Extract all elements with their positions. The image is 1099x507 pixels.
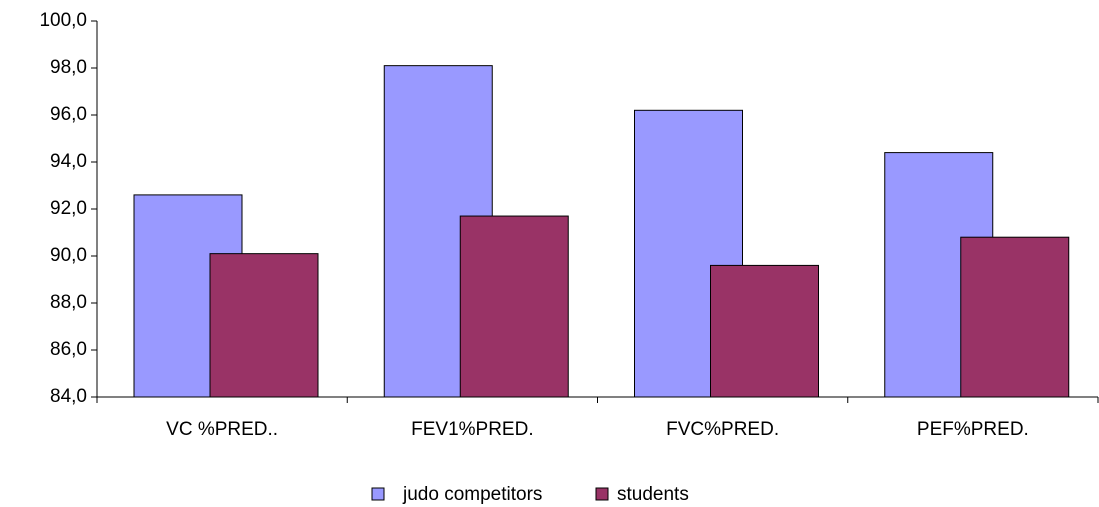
- bar: [710, 264, 819, 398]
- y-tick-label: 90,0: [50, 245, 87, 266]
- bar: [459, 215, 569, 398]
- y-tick-label: 92,0: [50, 198, 87, 219]
- y-tick-label: 88,0: [50, 292, 87, 313]
- legend-swatch: [371, 487, 385, 501]
- x-tick-label: FVC%PRED.: [666, 419, 779, 440]
- y-tick-label: 86,0: [50, 339, 87, 360]
- bar: [209, 253, 319, 398]
- x-tick-label: VC %PRED..: [166, 419, 278, 440]
- y-tick-label: 94,0: [50, 151, 87, 172]
- y-tick-label: 84,0: [50, 386, 87, 407]
- y-tick-label: 96,0: [50, 104, 87, 125]
- y-tick-label: 98,0: [50, 57, 87, 78]
- x-tick-label: PEF%PRED.: [917, 419, 1029, 440]
- legend-label: judo competitors: [402, 484, 542, 505]
- bar: [960, 236, 1070, 398]
- y-tick-label: 100,0: [39, 10, 87, 31]
- legend-label: students: [617, 484, 689, 505]
- legend-swatch: [595, 487, 609, 501]
- x-tick-label: FEV1%PRED.: [411, 419, 533, 440]
